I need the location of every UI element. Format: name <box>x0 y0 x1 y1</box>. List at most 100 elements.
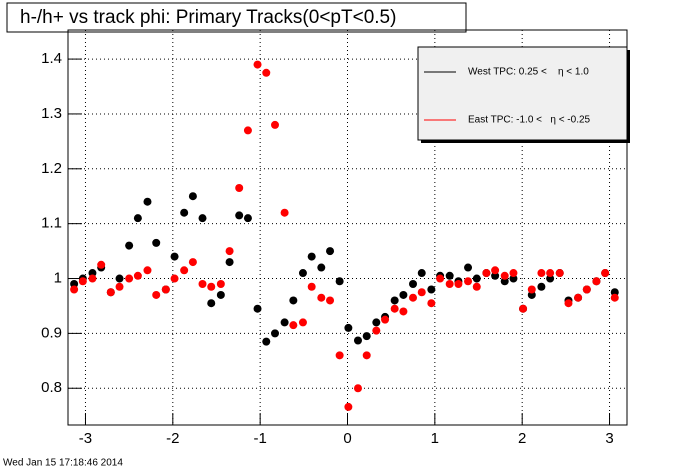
legend-label: West TPC: 0.25 < η < 1.0 <box>468 67 589 78</box>
point <box>143 197 152 206</box>
y-tick-label: 1.3 <box>41 105 62 122</box>
point <box>445 280 454 289</box>
point <box>390 296 399 305</box>
point <box>362 351 371 360</box>
x-tick-label: -1 <box>253 430 266 447</box>
point <box>253 60 262 69</box>
x-tick-label: 2 <box>518 430 526 447</box>
point <box>409 293 418 302</box>
point <box>353 384 362 393</box>
point <box>610 288 619 297</box>
point <box>399 307 408 316</box>
title-box <box>6 2 467 33</box>
point <box>574 293 583 302</box>
point <box>546 274 555 283</box>
point <box>353 336 362 345</box>
point <box>280 208 289 217</box>
point <box>115 274 124 283</box>
point <box>472 274 481 283</box>
y-tick-label: 1.2 <box>41 160 62 177</box>
point <box>70 280 79 289</box>
point <box>235 184 244 192</box>
point <box>500 277 509 286</box>
point <box>509 274 518 283</box>
legend-label: East TPC: -1.0 < η < -0.25 <box>468 115 591 126</box>
point <box>243 126 252 135</box>
point <box>381 315 390 324</box>
point <box>546 269 555 278</box>
y-tick-label: 1.1 <box>41 215 62 232</box>
point <box>198 214 207 223</box>
point <box>592 277 601 286</box>
point <box>527 285 536 294</box>
point <box>235 211 244 220</box>
point <box>464 263 473 272</box>
chart-title: h-/h+ vs track phi: Primary Tracks(0<pT<… <box>20 7 396 28</box>
point <box>344 402 353 411</box>
point <box>427 299 436 308</box>
point <box>445 271 454 280</box>
point <box>152 290 161 299</box>
x-tick-label: 0 <box>343 430 351 447</box>
point <box>216 280 225 289</box>
point <box>207 299 216 308</box>
point <box>143 266 152 275</box>
point <box>271 120 280 129</box>
point <box>427 285 436 294</box>
point <box>417 288 426 297</box>
point <box>70 285 79 294</box>
point <box>500 271 509 280</box>
point <box>106 288 115 297</box>
point <box>409 280 418 289</box>
point <box>390 304 399 313</box>
point <box>125 241 134 250</box>
point <box>298 269 307 278</box>
point <box>537 282 546 291</box>
point <box>133 214 142 223</box>
point <box>243 214 252 223</box>
point <box>180 208 189 217</box>
point <box>289 321 298 330</box>
point <box>280 318 289 327</box>
point <box>78 277 87 286</box>
point <box>289 296 298 305</box>
point <box>307 252 316 261</box>
point <box>170 274 179 283</box>
point <box>610 293 619 302</box>
legend-box <box>417 46 628 141</box>
point <box>188 258 197 267</box>
point <box>317 293 326 302</box>
point <box>519 304 528 313</box>
x-tick-label: -2 <box>166 430 179 447</box>
point <box>344 323 353 332</box>
x-tick-label: 3 <box>605 430 613 447</box>
y-tick-label: 1.4 <box>41 50 62 67</box>
point <box>198 280 207 289</box>
point <box>326 247 335 256</box>
point <box>491 271 500 280</box>
point <box>97 260 106 269</box>
point <box>225 258 234 267</box>
point <box>207 282 216 291</box>
point <box>555 269 564 278</box>
point <box>262 337 271 346</box>
point <box>161 285 170 294</box>
date-stamp: Wed Jan 15 17:18:46 2014 <box>3 458 123 469</box>
x-tick-label: -3 <box>79 430 92 447</box>
point <box>491 266 500 275</box>
point <box>472 282 481 291</box>
point <box>225 247 234 256</box>
point <box>307 282 316 291</box>
point <box>509 269 518 278</box>
point <box>564 299 573 308</box>
point <box>454 280 463 289</box>
point <box>537 269 546 278</box>
point <box>335 351 344 360</box>
point <box>170 252 179 261</box>
point <box>253 304 262 313</box>
point <box>464 277 473 286</box>
point <box>262 68 271 77</box>
point <box>601 269 610 278</box>
point <box>335 277 344 286</box>
